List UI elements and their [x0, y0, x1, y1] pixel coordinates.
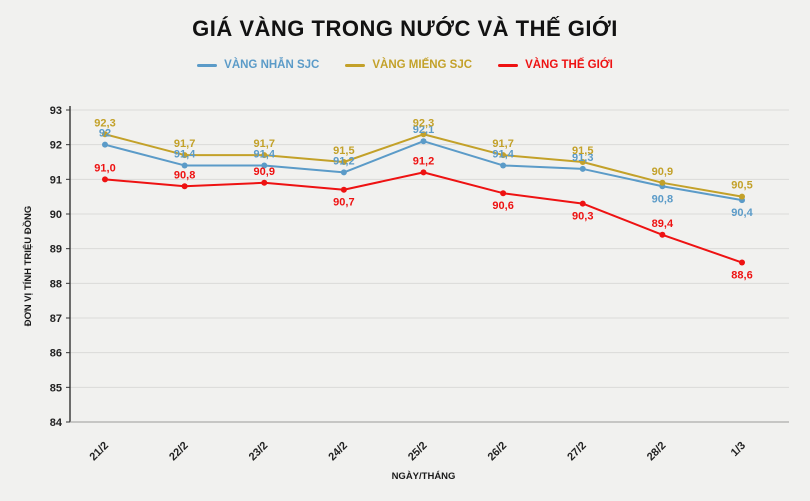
data-point — [102, 141, 108, 148]
data-point — [739, 193, 745, 200]
data-point — [579, 159, 586, 165]
legend-label: VÀNG MIẾNG SJC — [372, 59, 473, 71]
legend-item: VÀNG NHẪN SJC — [197, 59, 319, 71]
data-label: 91,7 — [174, 138, 195, 150]
data-label: 92,3 — [94, 117, 115, 129]
data-label: 91,5 — [572, 145, 593, 157]
data-label: 90,7 — [333, 197, 354, 209]
data-label: 90,3 — [572, 211, 593, 223]
data-point — [261, 179, 268, 186]
legend-label: VÀNG NHẪN SJC — [224, 59, 320, 71]
data-label: 91,7 — [254, 138, 275, 150]
line-chart: 84 85 86 87 88 89 90 91 92 93 21/2 22/2 23/2 24/2 25/2… — [22, 105, 789, 482]
x-tick-label: 23/2 — [247, 440, 271, 464]
x-tick-label: 22/2 — [167, 440, 191, 464]
x-tick-label: 27/2 — [565, 440, 589, 464]
data-label: 91,4 — [492, 148, 514, 160]
y-tick-label: 89 — [50, 244, 62, 256]
y-axis-title: ĐƠN VỊ TÍNH TRIỆU ĐỒNG — [22, 206, 34, 327]
y-tick-label: 87 — [50, 313, 62, 325]
data-label: 91,2 — [333, 155, 354, 167]
data-label: 90,5 — [731, 180, 752, 192]
legend: VÀNG NHẪN SJC VÀNG MIẾNG SJC VÀNG THẾ GIỚI — [0, 56, 810, 74]
y-tick-label: 86 — [50, 348, 62, 360]
data-label: 90,8 — [174, 169, 195, 181]
data-point — [420, 138, 427, 145]
data-label: 89,4 — [652, 218, 674, 230]
legend-marker-icon — [345, 63, 366, 67]
y-tick-label: 88 — [50, 278, 62, 290]
data-point — [500, 152, 507, 159]
data-label: 91,2 — [413, 155, 434, 167]
data-label: 92 — [99, 128, 111, 140]
y-tick-label: 85 — [50, 382, 62, 394]
data-label: 90,8 — [652, 193, 673, 205]
data-point — [340, 169, 347, 176]
data-point — [261, 152, 268, 159]
data-point — [102, 176, 108, 183]
y-tick-label: 91 — [50, 174, 62, 186]
data-label: 88,6 — [731, 270, 752, 282]
data-label: 91,4 — [254, 148, 276, 160]
x-tick-label: 24/2 — [326, 440, 350, 464]
x-tick-label: 21/2 — [87, 440, 111, 464]
legend-item: VÀNG THẾ GIỚI — [498, 59, 613, 71]
data-label: 92,1 — [413, 124, 434, 136]
data-point — [181, 152, 188, 159]
data-label: 90,9 — [254, 166, 275, 178]
data-label: 91,4 — [174, 148, 196, 160]
data-point — [579, 165, 586, 172]
x-tick-label: 25/2 — [406, 440, 430, 464]
data-point — [181, 183, 188, 190]
data-point — [261, 162, 268, 169]
data-label: 90,4 — [731, 207, 753, 219]
data-label: 91,3 — [572, 152, 593, 164]
data-point — [500, 162, 507, 169]
x-tick-label: 28/2 — [645, 440, 669, 464]
legend-label: VÀNG THẾ GIỚI — [525, 59, 613, 71]
data-point — [500, 190, 507, 197]
data-point — [659, 179, 666, 186]
legend-marker-icon — [498, 63, 519, 67]
data-point — [340, 159, 347, 165]
data-point — [739, 259, 745, 266]
legend-item: VÀNG MIẾNG SJC — [345, 59, 472, 71]
data-point — [340, 186, 347, 193]
chart-title: GIÁ VÀNG TRONG NƯỚC VÀ THẾ GIỚI — [192, 16, 618, 41]
y-tick-label: 92 — [50, 140, 62, 152]
data-point — [102, 131, 108, 138]
y-tick-label: 84 — [50, 417, 63, 429]
data-label: 91,0 — [94, 162, 115, 174]
data-point — [420, 169, 427, 176]
data-point — [659, 231, 666, 238]
y-tick-label: 90 — [50, 209, 62, 221]
legend-marker-icon — [197, 63, 218, 67]
data-point — [181, 162, 188, 169]
data-point — [579, 200, 586, 207]
data-label: 91,5 — [333, 145, 354, 157]
x-axis-title: NGÀY/THÁNG — [392, 471, 456, 482]
data-label: 92,3 — [413, 117, 434, 129]
x-tick-label: 26/2 — [486, 440, 510, 464]
data-label: 90,6 — [492, 200, 513, 212]
data-label: 91,7 — [492, 138, 513, 150]
data-label: 90,9 — [652, 166, 673, 178]
data-point — [420, 131, 427, 138]
x-tick-label: 1/3 — [729, 440, 748, 459]
y-tick-label: 93 — [50, 105, 62, 117]
